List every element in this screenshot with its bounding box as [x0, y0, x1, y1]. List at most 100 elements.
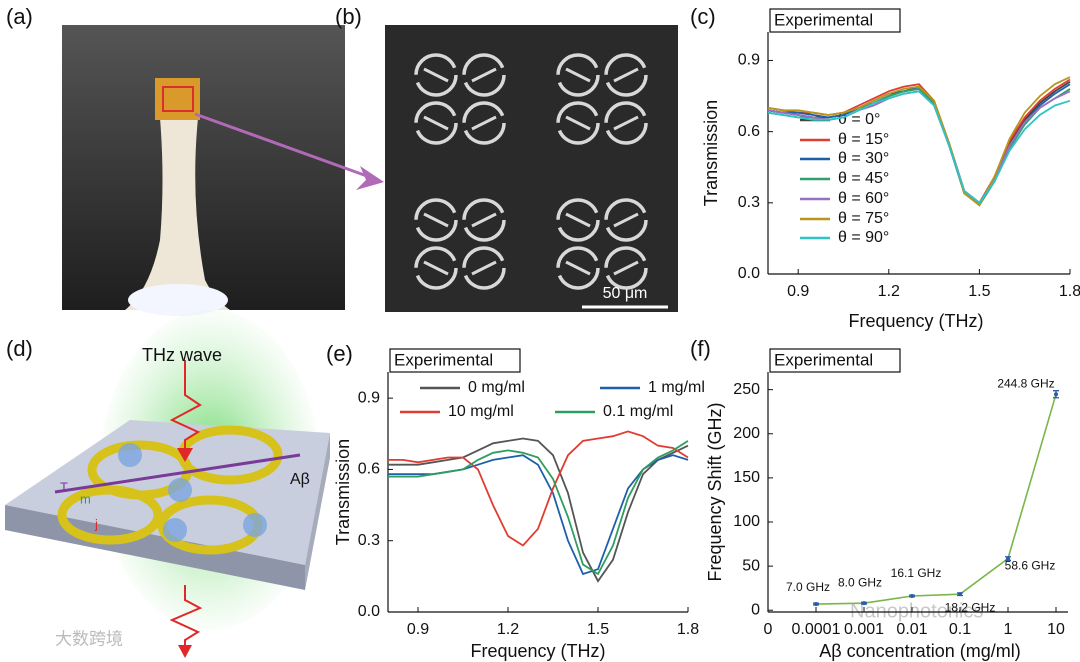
ring-arm	[565, 212, 591, 228]
j-label: j	[94, 516, 98, 531]
x-tick-label: 1.8	[1059, 283, 1080, 300]
ring-arm	[423, 115, 449, 131]
y-tick-label: 0.9	[738, 52, 760, 69]
x-tick-label: 1.8	[677, 621, 699, 638]
x-tick-label: 1	[1004, 621, 1013, 638]
t-label: T	[60, 479, 68, 494]
abeta-label: Aβ	[290, 471, 310, 488]
chart-title: Experimental	[394, 350, 493, 369]
watermark: Nanophotonics	[850, 600, 983, 622]
legend-label: θ = 15°	[838, 131, 889, 148]
y-tick-label: 50	[742, 557, 760, 574]
legend-label: 10 mg/ml	[448, 403, 514, 420]
series-line	[767, 87, 1071, 207]
y-tick-label: 100	[733, 513, 760, 530]
point	[1006, 556, 1010, 561]
panel-label: (e)	[326, 341, 353, 366]
panel-label: (a)	[6, 4, 33, 29]
panel-label: (d)	[6, 336, 33, 361]
point	[958, 592, 962, 597]
panel-label: (f)	[690, 336, 711, 361]
legend-label: θ = 75°	[838, 210, 889, 227]
data-label: 7.0 GHz	[786, 580, 830, 594]
ring-arm	[423, 212, 449, 228]
y-tick-label: 0.0	[738, 265, 760, 282]
y-axis-label: Frequency Shift (GHz)	[705, 402, 725, 581]
series-line	[767, 90, 1071, 205]
ring-arm	[565, 115, 591, 131]
panel-label: (b)	[335, 4, 362, 29]
legend-label: 0 mg/ml	[468, 379, 525, 396]
ring	[604, 198, 648, 242]
y-tick-label: 150	[733, 469, 760, 486]
x-tick-label: 1.5	[968, 283, 990, 300]
chart-title: Experimental	[774, 350, 873, 369]
y-tick-label: 0.9	[358, 389, 380, 406]
ring-arm	[423, 67, 449, 83]
title-box	[389, 348, 521, 373]
ring	[604, 246, 648, 290]
ring-arm	[471, 212, 497, 228]
ring	[462, 246, 506, 290]
scale-bar-label: 50 μm	[603, 285, 648, 302]
ring-arm	[471, 260, 497, 276]
x-tick-label: 1.2	[878, 283, 900, 300]
title-box	[769, 348, 901, 373]
x-tick-label: 0	[764, 621, 773, 638]
series-line	[388, 437, 689, 583]
x-tick-label: 0.9	[787, 283, 809, 300]
watermark: 大数跨境	[55, 629, 123, 648]
ring	[604, 53, 648, 97]
ring	[462, 198, 506, 242]
ring	[414, 198, 458, 242]
point	[1054, 392, 1058, 397]
x-axis-label: Aβ concentration (mg/ml)	[819, 641, 1020, 661]
x-axis-label: Frequency (THz)	[470, 641, 605, 661]
ring	[556, 101, 600, 145]
y-tick-label: 200	[733, 425, 760, 442]
ring	[462, 53, 506, 97]
x-tick-label: 0.01	[896, 621, 927, 638]
y-tick-label: 0.3	[738, 194, 760, 211]
ring-arm	[613, 212, 639, 228]
y-tick-label: 0.6	[738, 123, 760, 140]
legend-label: θ = 60°	[838, 190, 889, 207]
chart-title: Experimental	[774, 10, 873, 29]
series-line	[767, 81, 1071, 205]
data-label: 244.8 GHz	[997, 376, 1054, 390]
photo	[62, 25, 384, 316]
ring-arm	[613, 115, 639, 131]
x-axis-label: Frequency (THz)	[848, 311, 983, 331]
x-tick-label: 0.9	[407, 621, 429, 638]
x-tick-label: 0.001	[844, 621, 884, 638]
data-label: 16.1 GHz	[891, 566, 942, 580]
ring-arm	[471, 67, 497, 83]
sem-image: 50 μm	[385, 25, 678, 312]
x-tick-label: 10	[1047, 621, 1065, 638]
x-tick-label: 1.2	[497, 621, 519, 638]
series-line	[767, 90, 1071, 205]
legend-label: 1 mg/ml	[648, 379, 705, 396]
ring-arm	[613, 260, 639, 276]
series-line	[767, 76, 1071, 207]
data-label: 18.2 GHz	[945, 600, 996, 614]
data-label: 58.6 GHz	[1005, 559, 1056, 573]
series-line	[767, 83, 1071, 207]
x-tick-label: 0.1	[949, 621, 971, 638]
ring-arm	[471, 115, 497, 131]
series-line	[815, 393, 1057, 605]
ring	[556, 53, 600, 97]
point	[910, 594, 914, 599]
ring-arm	[613, 67, 639, 83]
panel-label: (c)	[690, 4, 716, 29]
legend-label: θ = 30°	[838, 150, 889, 167]
m-label: m	[80, 491, 91, 506]
legend-label: 0.1 mg/ml	[603, 403, 673, 420]
ring	[462, 101, 506, 145]
y-tick-label: 0	[751, 601, 760, 618]
y-tick-label: 250	[733, 381, 760, 398]
ring	[414, 246, 458, 290]
y-axis-label: Transmission	[333, 439, 353, 545]
ring	[556, 246, 600, 290]
